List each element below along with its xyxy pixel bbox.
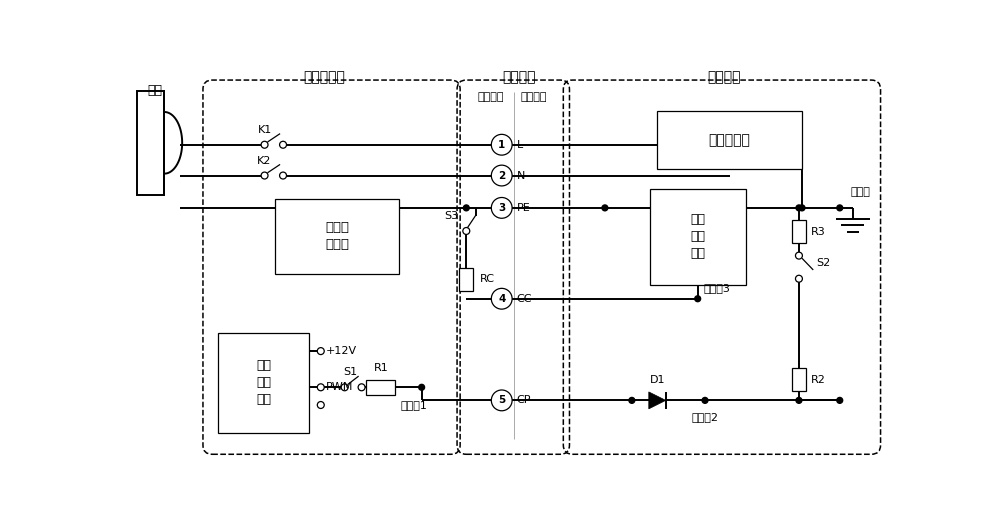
Text: L: L [517, 140, 523, 150]
Text: 车身地: 车身地 [851, 187, 870, 197]
Circle shape [695, 296, 701, 302]
Text: 车辆插座: 车辆插座 [521, 92, 547, 102]
Bar [275, 199, 399, 274]
Circle shape [463, 228, 470, 235]
Circle shape [491, 288, 512, 309]
Circle shape [463, 205, 469, 211]
Bar [650, 189, 746, 285]
Circle shape [358, 384, 365, 391]
Circle shape [491, 134, 512, 155]
Text: 电动汽车: 电动汽车 [708, 70, 741, 84]
Circle shape [280, 141, 287, 148]
Polygon shape [649, 392, 666, 409]
Text: CC: CC [517, 294, 532, 304]
Circle shape [602, 205, 608, 211]
Text: 漏电流
保护器: 漏电流 保护器 [325, 221, 349, 251]
Circle shape [280, 172, 287, 179]
Bar [792, 220, 806, 244]
Text: 车辆接口: 车辆接口 [502, 70, 535, 84]
Text: S3: S3 [444, 210, 459, 220]
Circle shape [341, 384, 348, 391]
Circle shape [702, 398, 708, 403]
Text: R3: R3 [811, 227, 826, 237]
Text: K2: K2 [257, 156, 272, 166]
Bar [218, 332, 309, 433]
Text: 检测点2: 检测点2 [692, 412, 718, 422]
Text: 检测点1: 检测点1 [401, 400, 427, 410]
Bar [366, 380, 395, 395]
Circle shape [491, 197, 512, 218]
Text: D1: D1 [650, 375, 665, 385]
Text: S1: S1 [344, 367, 358, 377]
Circle shape [261, 172, 268, 179]
Circle shape [419, 385, 425, 390]
Circle shape [317, 348, 324, 355]
Circle shape [491, 390, 512, 411]
Text: 车载充电机: 车载充电机 [709, 133, 751, 147]
Text: 4: 4 [498, 294, 505, 304]
Text: R2: R2 [811, 375, 826, 385]
Circle shape [796, 205, 802, 211]
Text: N: N [517, 170, 525, 180]
Text: CP: CP [517, 396, 531, 406]
Circle shape [837, 398, 843, 403]
Bar [657, 111, 802, 169]
Bar [792, 368, 806, 391]
Circle shape [317, 401, 324, 409]
Circle shape [491, 165, 512, 186]
Circle shape [796, 398, 802, 403]
Circle shape [795, 252, 802, 259]
Bar [459, 268, 473, 291]
Text: 车辆
控制
装置: 车辆 控制 装置 [690, 213, 705, 260]
Text: 2: 2 [498, 170, 505, 180]
Text: PE: PE [517, 203, 530, 213]
Text: 车辆插头: 车辆插头 [478, 92, 504, 102]
Text: S2: S2 [816, 258, 830, 268]
Bar [137, 91, 164, 195]
Text: 3: 3 [498, 203, 505, 213]
Circle shape [317, 384, 324, 391]
Text: K1: K1 [257, 126, 272, 136]
Circle shape [795, 275, 802, 282]
Text: +12V: +12V [326, 346, 357, 356]
Text: 供电
控制
装置: 供电 控制 装置 [256, 359, 271, 406]
Text: PWM: PWM [326, 382, 354, 392]
Text: 5: 5 [498, 396, 505, 406]
Circle shape [799, 205, 805, 211]
Circle shape [629, 398, 635, 403]
Text: 缆上控制盒: 缆上控制盒 [303, 70, 345, 84]
Text: 1: 1 [498, 140, 505, 150]
Circle shape [837, 205, 843, 211]
Text: 检测点3: 检测点3 [704, 282, 731, 292]
Text: R1: R1 [373, 363, 388, 373]
Circle shape [261, 141, 268, 148]
Text: RC: RC [479, 275, 494, 285]
Text: 插头: 插头 [147, 84, 162, 97]
